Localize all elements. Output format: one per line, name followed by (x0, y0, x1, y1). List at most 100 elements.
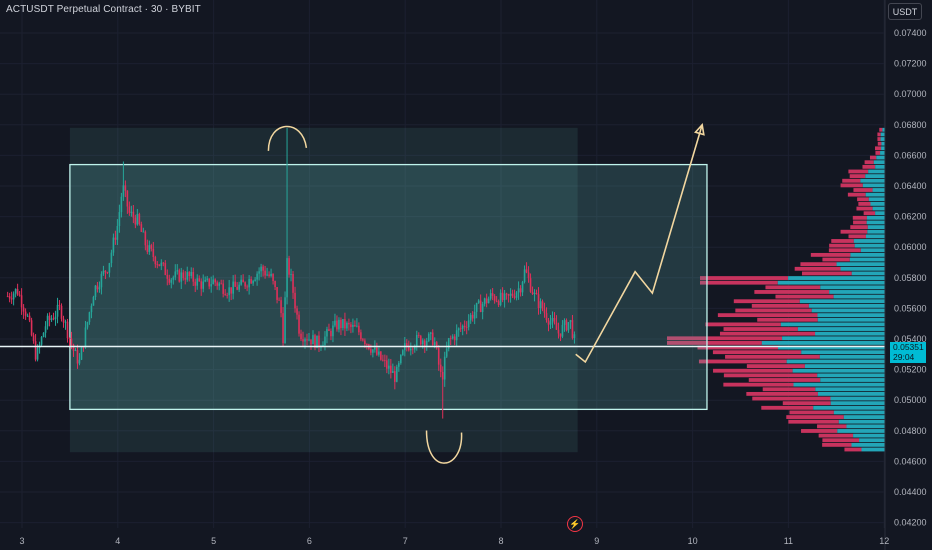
time-axis[interactable]: 3 4 5 6 7 8 9 10 11 12 (19, 536, 889, 546)
candle-body (557, 329, 560, 334)
candle-body (463, 325, 466, 328)
profile-bar-sell (786, 415, 844, 419)
profile-bar-sell (789, 410, 834, 415)
profile-bar-buy (859, 438, 885, 443)
profile-bar-sell (782, 401, 831, 406)
candle-body (212, 279, 215, 285)
candle-body (86, 322, 89, 328)
candle-body (429, 332, 432, 334)
profile-bar-sell (879, 127, 883, 132)
candle-body (390, 365, 392, 373)
profile-bar-sell (713, 368, 793, 373)
candle-body (66, 321, 69, 339)
candle-body (254, 279, 256, 281)
candle-body (182, 272, 185, 279)
candle-body (54, 316, 57, 320)
candle-body (358, 325, 360, 333)
candle-body (114, 237, 117, 240)
candle-body (10, 298, 13, 300)
profile-bar-sell (864, 160, 874, 165)
candle-body (310, 339, 312, 345)
candle-body (144, 231, 147, 246)
candle-body (188, 272, 191, 277)
candle-body (388, 365, 390, 369)
profile-bar-buy (830, 401, 885, 406)
candle-body (433, 342, 436, 345)
time-tick-label: 6 (307, 536, 312, 546)
candle-body (302, 339, 304, 342)
profile-bar-buy (860, 178, 885, 183)
currency-button[interactable]: USDT (888, 3, 922, 20)
candle-body (360, 332, 362, 340)
candle-body (162, 262, 165, 264)
candle-body (336, 320, 338, 330)
candle-body (148, 245, 151, 252)
candle-body (236, 286, 238, 290)
candle-body (547, 319, 550, 325)
candle-body (90, 305, 93, 313)
lightning-icon[interactable]: ⚡ (567, 516, 583, 532)
candle-body (491, 293, 494, 296)
profile-bar-buy (838, 419, 885, 424)
profile-bar-buy (817, 373, 885, 378)
low-circle-annotation[interactable] (425, 430, 463, 464)
profile-bar-sell (761, 405, 814, 410)
candle-body (240, 279, 242, 285)
profile-bar-buy (861, 447, 885, 452)
candle-body (146, 245, 149, 252)
candle-body (286, 258, 288, 298)
candle-body (400, 354, 402, 364)
candle-body (180, 272, 183, 282)
candle-body (296, 308, 298, 315)
candle-body (270, 273, 272, 276)
price-tick-label: 0.04800 (894, 426, 927, 436)
candle-body (88, 312, 91, 323)
profile-bar-sell (667, 336, 783, 341)
price-axis[interactable]: 0.07400 0.07200 0.07000 0.06800 0.06600 0.064… (894, 28, 927, 528)
profile-bar-buy (882, 127, 885, 132)
profile-bar-sell (810, 252, 851, 257)
profile-bar-sell (840, 183, 863, 188)
profile-bar-buy (820, 378, 885, 382)
candle-body (380, 351, 382, 360)
candle-body (571, 320, 574, 339)
profile-bar-buy (788, 276, 885, 280)
candle-body (292, 273, 294, 293)
projection-arrow[interactable] (575, 124, 703, 364)
price-tick-label: 0.06600 (894, 150, 927, 160)
candle-body (178, 270, 181, 282)
candle-body (455, 330, 458, 341)
candle-body (421, 340, 424, 345)
candle-body (495, 300, 498, 302)
candle-body (12, 293, 15, 300)
last-price-label: 0.05351 29:04 (890, 342, 926, 363)
profile-bar-buy (846, 424, 885, 429)
candle-body (16, 288, 19, 295)
candle-body (218, 283, 220, 286)
profile-bar-buy (880, 132, 885, 137)
candle-body (268, 274, 270, 276)
candle-body (92, 297, 95, 306)
profile-bar-buy (837, 429, 885, 433)
candle-body (481, 304, 484, 313)
candle-body (136, 214, 139, 225)
candle-body (282, 313, 284, 344)
candle-body (244, 282, 246, 287)
candle-body (411, 348, 414, 350)
profile-bar-buy (836, 262, 885, 267)
candle-body (561, 324, 564, 337)
candle-body (172, 277, 175, 280)
candle-body (413, 346, 416, 350)
high-circle-annotation[interactable] (267, 125, 308, 151)
profile-bar-buy (793, 382, 885, 387)
profile-bar-buy (876, 155, 885, 160)
candle-body (64, 321, 67, 323)
profile-bar-sell (877, 141, 882, 146)
candle-body (96, 285, 99, 290)
candle-body (174, 271, 177, 278)
candle-body (262, 266, 264, 271)
candle-body (260, 266, 262, 272)
profile-bar-sell (697, 345, 779, 350)
candle-body (419, 335, 422, 345)
